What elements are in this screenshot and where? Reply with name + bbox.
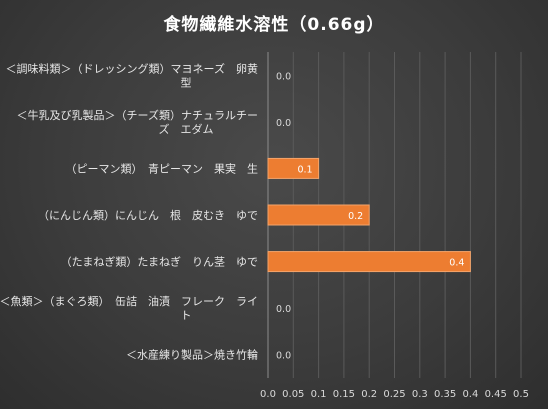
x-tick-label: 0.15 [333,389,355,400]
chart-title: 食物繊維水溶性（0.66g） [163,14,384,35]
category-label: ＜水産練り製品＞焼き竹輪 [126,348,258,362]
bars: 0.0 0.0 0.1 0.2 0.4 0.0 0.0 [267,71,471,362]
data-label: 0.0 [276,304,291,315]
category-label: （ピーマン類） 青ピーマン 果実 生 [66,161,259,175]
data-label: 0.0 [276,71,291,82]
category-label: （にんじん類）にんじん 根 皮むき ゆで [38,208,258,222]
x-tick-label: 0.05 [282,389,304,400]
x-tick-label: 0.35 [434,389,456,400]
data-label: 0.4 [449,258,464,269]
x-tick-labels: 0.0 0.05 0.1 0.15 0.2 0.25 0.3 0.35 0.4 0.45 0.5 [260,389,529,400]
category-label: （たまねぎ類）たまねぎ りん茎 ゆで [61,255,258,269]
category-label: ＜牛乳及び乳製品＞（チーズ類）ナチュラルチー [17,108,258,122]
x-tick-label: 0.1 [311,389,327,400]
category-label: ＜魚類＞（まぐろ類） 缶詰 油漬 フレーク ライ [0,294,258,308]
x-tick-label: 0.4 [462,389,478,400]
category-labels: ＜調味料類＞（ドレッシング類）マヨネーズ 卵黄型 ＜牛乳及び乳製品＞（チーズ類）ナ… [0,61,258,361]
category-label: 型 [181,75,192,89]
bar [267,157,320,179]
x-tick-label: 0.0 [260,389,276,400]
x-tick-label: 0.45 [485,389,507,400]
data-label: 0.0 [276,351,291,362]
x-tick-label: 0.25 [383,389,405,400]
category-label: ＜調味料類＞（ドレッシング類）マヨネーズ 卵黄 [6,61,258,75]
x-tick-label: 0.3 [412,389,428,400]
bar [267,251,471,273]
category-label: ズ エダム [159,122,214,136]
x-tick-label: 0.2 [361,389,377,400]
data-label: 0.1 [297,164,312,175]
x-tick-label: 0.5 [513,389,529,400]
data-label: 0.0 [276,118,291,129]
bar [267,204,370,226]
data-label: 0.2 [348,211,363,222]
category-label: ト [181,309,192,322]
